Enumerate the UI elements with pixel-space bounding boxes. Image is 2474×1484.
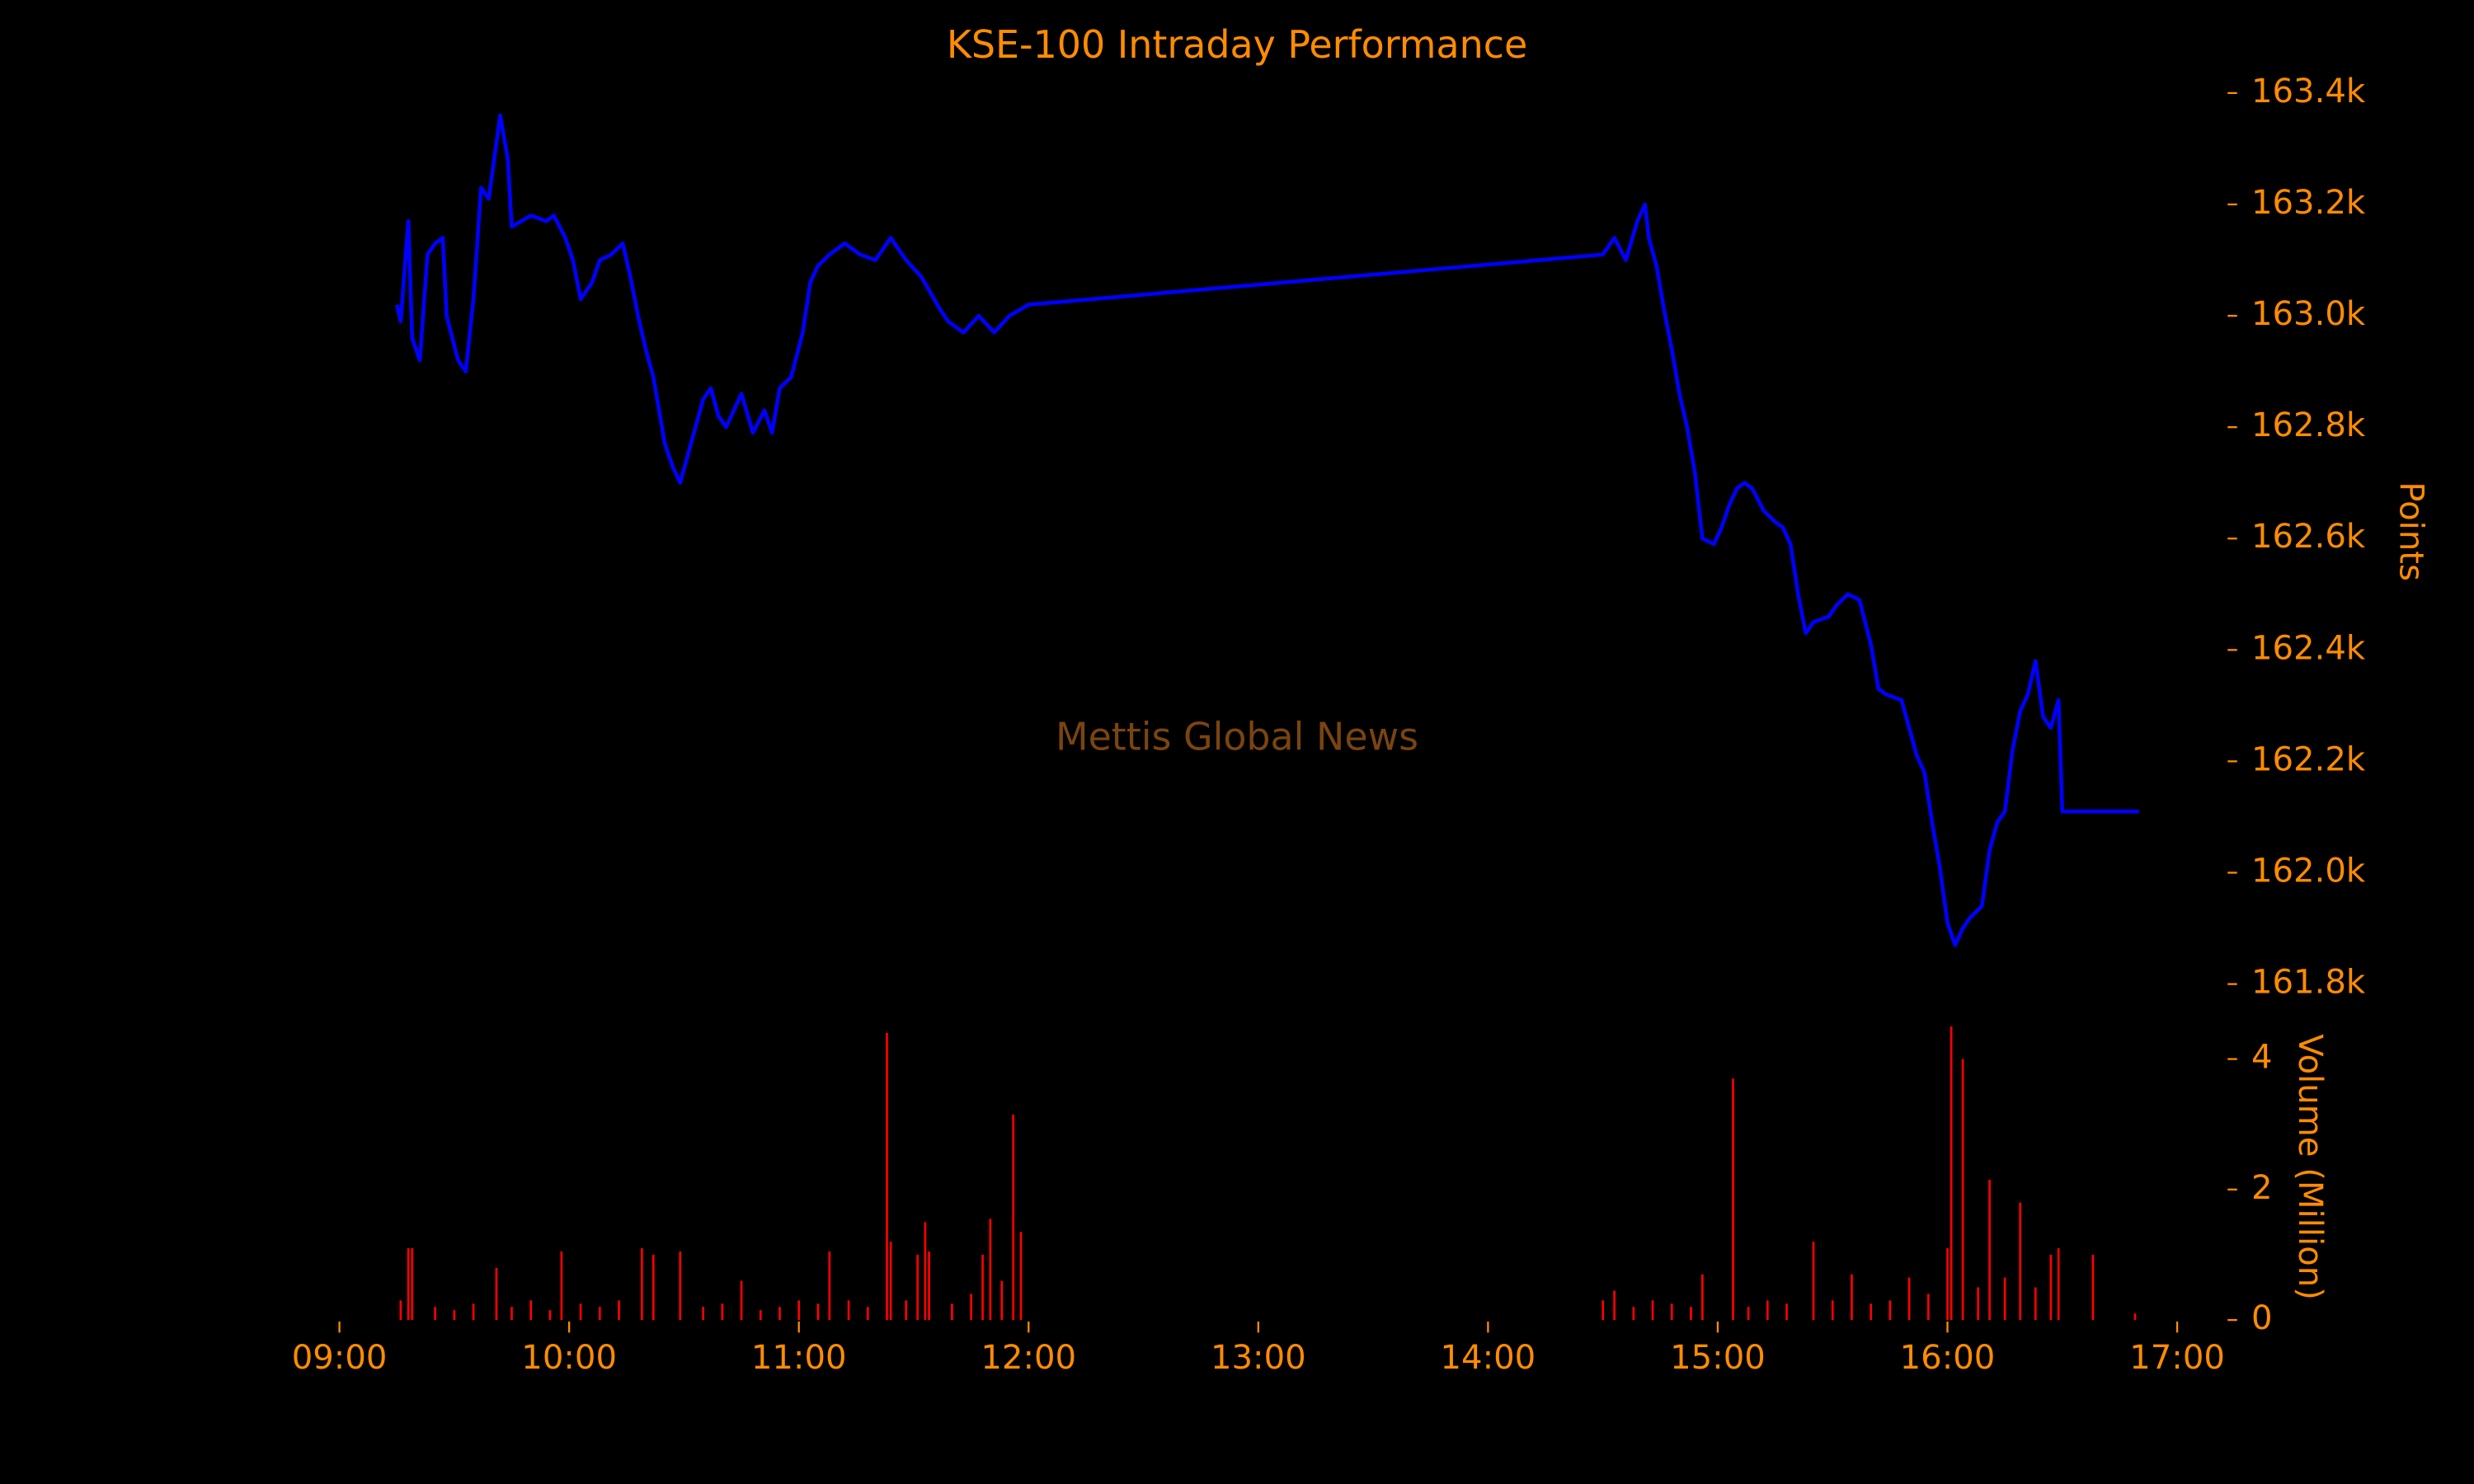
watermark: Mettis Global News — [1056, 715, 1418, 759]
x-tick-label: 10:00 — [521, 1339, 617, 1377]
y-tick-label: 162.4k — [2251, 629, 2366, 667]
volume-bar — [1670, 1303, 1673, 1321]
volume-bar — [924, 1222, 927, 1321]
y-tick-label: 163.0k — [2251, 295, 2366, 333]
y-tick-label: 4 — [2251, 1039, 2273, 1077]
y-tick-label: 161.8k — [2251, 964, 2366, 1002]
volume-bar — [740, 1280, 743, 1321]
volume-bar — [579, 1303, 582, 1321]
volume-bar — [411, 1248, 414, 1321]
volume-bar — [472, 1303, 475, 1321]
volume-bar — [905, 1300, 908, 1321]
x-tick-label: 14:00 — [1441, 1339, 1536, 1377]
volume-bar — [916, 1254, 919, 1321]
y-tick-label: 2 — [2251, 1169, 2273, 1207]
volume-bar — [434, 1307, 436, 1321]
volume-bar — [981, 1254, 984, 1321]
volume-bar — [1019, 1232, 1023, 1321]
price-line — [394, 113, 2139, 947]
y-tick-label: 0 — [2251, 1299, 2273, 1337]
chart-title: KSE-100 Intraday Performance — [947, 22, 1527, 67]
x-tick-label: 15:00 — [1670, 1339, 1766, 1377]
volume-bar — [1870, 1303, 1872, 1321]
volume-bar — [1888, 1300, 1892, 1321]
volume-bar — [641, 1248, 643, 1321]
volume-bar — [1988, 1179, 1991, 1321]
volume-bar — [598, 1307, 601, 1321]
y-tick-label: 163.4k — [2251, 73, 2366, 110]
volume-bar — [679, 1251, 682, 1321]
volume-bar — [1613, 1290, 1616, 1321]
y-tick-label: 162.6k — [2251, 518, 2366, 556]
volume-bar — [1766, 1300, 1769, 1321]
volume-bar — [816, 1303, 820, 1321]
volume-bar — [2091, 1254, 2095, 1321]
volume-bar — [989, 1219, 992, 1321]
volume-bar — [1651, 1300, 1654, 1321]
x-tick-label: 16:00 — [1900, 1339, 1996, 1377]
volume-bar — [1690, 1307, 1692, 1321]
x-tick-label: 13:00 — [1211, 1339, 1306, 1377]
y-axis-label: Volume (Million) — [2291, 1034, 2329, 1300]
volume-bar — [702, 1307, 704, 1321]
volume-bar — [1851, 1274, 1853, 1321]
volume-bar — [759, 1310, 762, 1321]
volume-bar — [618, 1300, 620, 1321]
volume-bar — [828, 1251, 831, 1321]
volume-bar — [1812, 1242, 1815, 1321]
volume-bar — [1950, 1026, 1953, 1321]
volume-bar — [399, 1300, 402, 1321]
volume-bar — [889, 1242, 892, 1321]
y-axis-label: Points — [2392, 481, 2429, 581]
volume-bar — [1012, 1114, 1015, 1321]
volume-bar — [1602, 1300, 1605, 1321]
volume-bar — [2057, 1248, 2060, 1321]
volume-bar — [560, 1251, 563, 1321]
volume-bar — [778, 1307, 781, 1321]
volume-bar — [2034, 1287, 2037, 1321]
volume-bar — [1907, 1277, 1911, 1321]
volume-bar — [407, 1248, 410, 1321]
volume-bar — [1747, 1307, 1750, 1321]
volume-bar — [928, 1251, 930, 1321]
x-tick-label: 09:00 — [292, 1339, 388, 1377]
x-tick-label: 12:00 — [981, 1339, 1076, 1377]
volume-bar — [847, 1300, 850, 1321]
volume-bar — [548, 1310, 552, 1321]
volume-bar — [1732, 1078, 1734, 1321]
volume-bar — [1926, 1294, 1930, 1321]
volume-bar — [510, 1307, 513, 1321]
volume-bar — [651, 1254, 655, 1321]
y-tick-label: 162.2k — [2251, 740, 2366, 778]
volume-bar — [970, 1294, 972, 1321]
y-tick-label: 162.8k — [2251, 406, 2366, 444]
volume-bar — [529, 1300, 533, 1321]
volume-bar — [1785, 1303, 1788, 1321]
volume-bar — [2019, 1202, 2022, 1321]
volume-bar — [2049, 1254, 2053, 1321]
volume-bar — [797, 1300, 801, 1321]
volume-bar — [453, 1310, 456, 1321]
volume-bar — [1977, 1287, 1979, 1321]
volume-bar — [1946, 1248, 1949, 1321]
volume-bar — [2003, 1277, 2006, 1321]
y-tick-label: 163.2k — [2251, 184, 2366, 222]
volume-bar — [866, 1307, 869, 1321]
y-tick-label: 162.0k — [2251, 852, 2366, 890]
volume-bar — [1831, 1300, 1834, 1321]
volume-bar — [2133, 1313, 2137, 1321]
volume-bar — [1632, 1307, 1635, 1321]
volume-bar — [951, 1303, 953, 1321]
volume-bar — [1701, 1274, 1704, 1321]
x-tick-label: 11:00 — [751, 1339, 847, 1377]
volume-bar — [886, 1032, 888, 1321]
volume-bar — [1961, 1059, 1964, 1321]
volume-bar — [1000, 1280, 1004, 1321]
volume-bar — [721, 1303, 724, 1321]
x-tick-label: 17:00 — [2129, 1339, 2225, 1377]
volume-bar — [495, 1267, 498, 1321]
